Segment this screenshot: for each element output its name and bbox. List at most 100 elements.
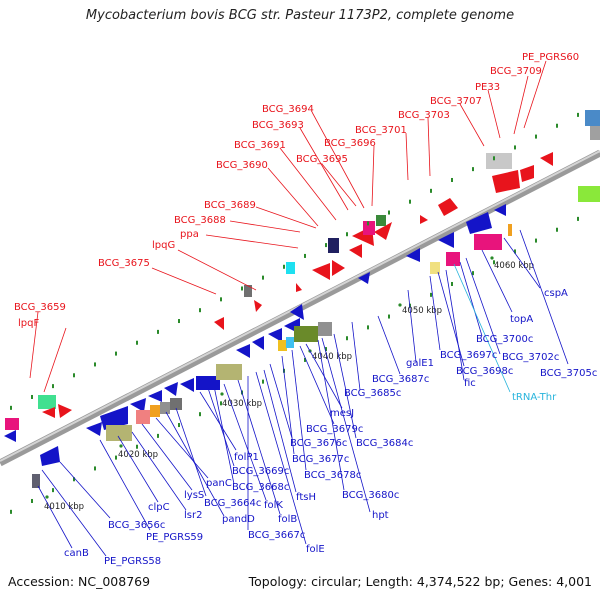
gene-feature[interactable] — [318, 322, 332, 336]
gene-feature[interactable] — [420, 215, 428, 224]
gene-label[interactable]: BCG_3702c — [502, 352, 559, 363]
gene-label[interactable]: BCG_3668c — [232, 482, 289, 493]
gene-label[interactable]: pandD — [222, 514, 255, 525]
gene-feature[interactable] — [170, 398, 182, 410]
gene-feature[interactable] — [294, 326, 318, 342]
gene-label[interactable]: hpt — [372, 510, 389, 521]
gene-feature[interactable] — [590, 126, 600, 140]
gene-label[interactable]: PE33 — [475, 82, 500, 93]
gene-label[interactable]: folB — [278, 514, 297, 525]
gene-label[interactable]: BCG_3656c — [108, 520, 165, 531]
gene-feature[interactable] — [374, 222, 392, 240]
gene-label[interactable]: BCG_3684c — [356, 438, 413, 449]
gene-label[interactable]: PE_PGRS60 — [522, 52, 579, 63]
gene-feature[interactable] — [106, 425, 132, 441]
gene-label[interactable]: BCG_3685c — [344, 388, 401, 399]
gene-feature[interactable] — [136, 410, 150, 424]
gene-label[interactable]: BCG_3707 — [430, 96, 482, 107]
gene-feature[interactable] — [286, 337, 294, 348]
gene-feature[interactable] — [290, 304, 304, 320]
gene-label[interactable]: galE1 — [406, 358, 434, 369]
gene-feature[interactable] — [438, 232, 454, 248]
gene-label[interactable]: lpqG — [152, 240, 175, 251]
gene-label[interactable]: BCG_3705c — [540, 368, 597, 379]
gene-feature[interactable] — [332, 260, 345, 276]
gene-label[interactable]: lpqF — [18, 318, 39, 329]
gene-label[interactable]: folE — [306, 544, 325, 555]
gene-feature[interactable] — [520, 165, 534, 182]
gene-label[interactable]: BCG_3675 — [98, 258, 150, 269]
gene-feature[interactable] — [32, 474, 40, 488]
gene-label[interactable]: canB — [64, 548, 89, 559]
rna-label[interactable]: tRNA-Thr — [512, 392, 557, 403]
gene-label[interactable]: BCG_3703 — [398, 110, 450, 121]
gene-label[interactable]: BCG_3690 — [216, 160, 268, 171]
gene-feature[interactable] — [150, 405, 160, 417]
gene-feature[interactable] — [4, 430, 16, 442]
gene-feature[interactable] — [180, 378, 194, 392]
gene-label[interactable]: PE_PGRS58 — [104, 556, 161, 567]
gene-label[interactable]: BCG_3709 — [490, 66, 542, 77]
gene-label[interactable]: BCG_3678c — [304, 470, 361, 481]
gene-label[interactable]: BCG_3691 — [234, 140, 286, 151]
gene-feature[interactable] — [42, 407, 55, 418]
gene-label[interactable]: BCG_3687c — [372, 374, 429, 385]
gene-label[interactable]: BCG_3701 — [355, 125, 407, 136]
gene-label[interactable]: BCG_3694 — [262, 104, 314, 115]
gene-feature[interactable] — [164, 382, 178, 396]
gene-feature[interactable] — [430, 262, 440, 274]
gene-feature[interactable] — [328, 238, 339, 253]
gene-label[interactable]: lsr2 — [184, 510, 202, 521]
gene-label[interactable]: BCG_3688 — [174, 215, 226, 226]
gene-feature[interactable] — [312, 263, 330, 280]
gene-feature[interactable] — [130, 398, 146, 412]
gene-label[interactable]: mesJ — [330, 408, 354, 419]
gene-feature[interactable] — [254, 300, 262, 312]
gene-feature[interactable] — [236, 344, 250, 358]
gene-label[interactable]: lysS — [184, 490, 204, 501]
gene-feature[interactable] — [148, 390, 162, 402]
gene-feature[interactable] — [376, 215, 386, 226]
gene-label[interactable]: topA — [510, 314, 533, 325]
gene-feature[interactable] — [58, 404, 72, 418]
gene-feature[interactable] — [278, 340, 287, 351]
gene-feature[interactable] — [214, 317, 224, 330]
gene-label[interactable]: clpC — [148, 502, 170, 513]
gene-feature[interactable] — [358, 272, 370, 284]
gene-label[interactable]: BCG_3693 — [252, 120, 304, 131]
gene-feature[interactable] — [286, 262, 295, 274]
gene-label[interactable]: BCG_3696 — [324, 138, 376, 149]
gene-feature[interactable] — [38, 395, 56, 409]
gene-feature[interactable] — [585, 110, 600, 126]
gene-feature[interactable] — [296, 283, 302, 292]
gene-label[interactable]: ppa — [180, 229, 199, 240]
gene-feature[interactable] — [100, 406, 128, 430]
gene-label[interactable]: BCG_3697c — [440, 350, 497, 361]
gene-label[interactable]: BCG_3659 — [14, 302, 66, 313]
gene-label[interactable]: BCG_3700c — [476, 334, 533, 345]
gene-feature[interactable] — [363, 221, 375, 235]
gene-feature[interactable] — [349, 244, 362, 258]
gene-label[interactable]: BCG_3669c — [232, 466, 289, 477]
gene-label[interactable]: BCG_3698c — [456, 366, 513, 377]
gene-label[interactable]: PE_PGRS59 — [146, 532, 203, 543]
gene-feature[interactable] — [252, 336, 264, 350]
gene-label[interactable]: panC — [206, 478, 232, 489]
gene-label[interactable]: fic — [464, 378, 476, 389]
gene-label[interactable]: BCG_3664c — [204, 498, 261, 509]
gene-feature[interactable] — [474, 234, 502, 250]
gene-feature[interactable] — [40, 446, 60, 466]
gene-label[interactable]: BCG_3667c — [248, 530, 305, 541]
gene-feature[interactable] — [160, 402, 170, 414]
gene-feature[interactable] — [578, 186, 600, 202]
gene-label[interactable]: BCG_3676c — [290, 438, 347, 449]
gene-feature[interactable] — [244, 285, 252, 297]
gene-label[interactable]: cspA — [544, 288, 568, 299]
gene-feature[interactable] — [438, 198, 458, 216]
gene-label[interactable]: BCG_3680c — [342, 490, 399, 501]
gene-label[interactable]: ftsH — [296, 492, 316, 503]
gene-label[interactable]: BCG_3695 — [296, 154, 348, 165]
gene-label[interactable]: folP1 — [234, 452, 259, 463]
gene-label[interactable]: BCG_3677c — [292, 454, 349, 465]
gene-feature[interactable] — [540, 152, 553, 166]
